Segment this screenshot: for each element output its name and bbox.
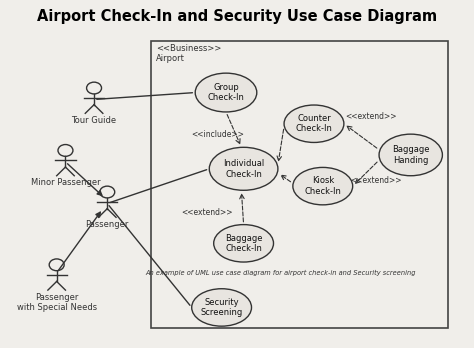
Text: Airport Check-In and Security Use Case Diagram: Airport Check-In and Security Use Case D… <box>37 9 437 24</box>
Ellipse shape <box>210 147 278 190</box>
Ellipse shape <box>284 105 344 142</box>
Text: Individual
Check-In: Individual Check-In <box>223 159 264 179</box>
Text: Tour Guide: Tour Guide <box>72 116 117 125</box>
Ellipse shape <box>293 167 353 205</box>
Text: Kiosk
Check-In: Kiosk Check-In <box>304 176 341 196</box>
Text: Passenger: Passenger <box>86 220 129 229</box>
Ellipse shape <box>195 73 257 112</box>
Ellipse shape <box>191 289 252 326</box>
Text: Group
Check-In: Group Check-In <box>208 83 245 102</box>
Text: Baggage
Check-In: Baggage Check-In <box>225 234 262 253</box>
FancyBboxPatch shape <box>151 41 448 328</box>
Text: <<include>>: <<include>> <box>191 130 244 139</box>
Ellipse shape <box>379 134 442 176</box>
Text: <<extend>>: <<extend>> <box>182 208 233 217</box>
Text: <<extend>>: <<extend>> <box>350 176 402 185</box>
Text: Passenger
with Special Needs: Passenger with Special Needs <box>17 293 97 312</box>
Text: Counter
Check-In: Counter Check-In <box>295 114 332 133</box>
Text: <<extend>>: <<extend>> <box>345 112 396 121</box>
Ellipse shape <box>214 224 273 262</box>
Text: Security
Screening: Security Screening <box>201 298 243 317</box>
Text: Minor Passenger: Minor Passenger <box>31 178 100 187</box>
Text: An example of UML use case diagram for airport check-in and Security screening: An example of UML use case diagram for a… <box>146 270 416 276</box>
Text: <<Business>>
Airport: <<Business>> Airport <box>155 44 221 63</box>
Text: Baggage
Handing: Baggage Handing <box>392 145 429 165</box>
